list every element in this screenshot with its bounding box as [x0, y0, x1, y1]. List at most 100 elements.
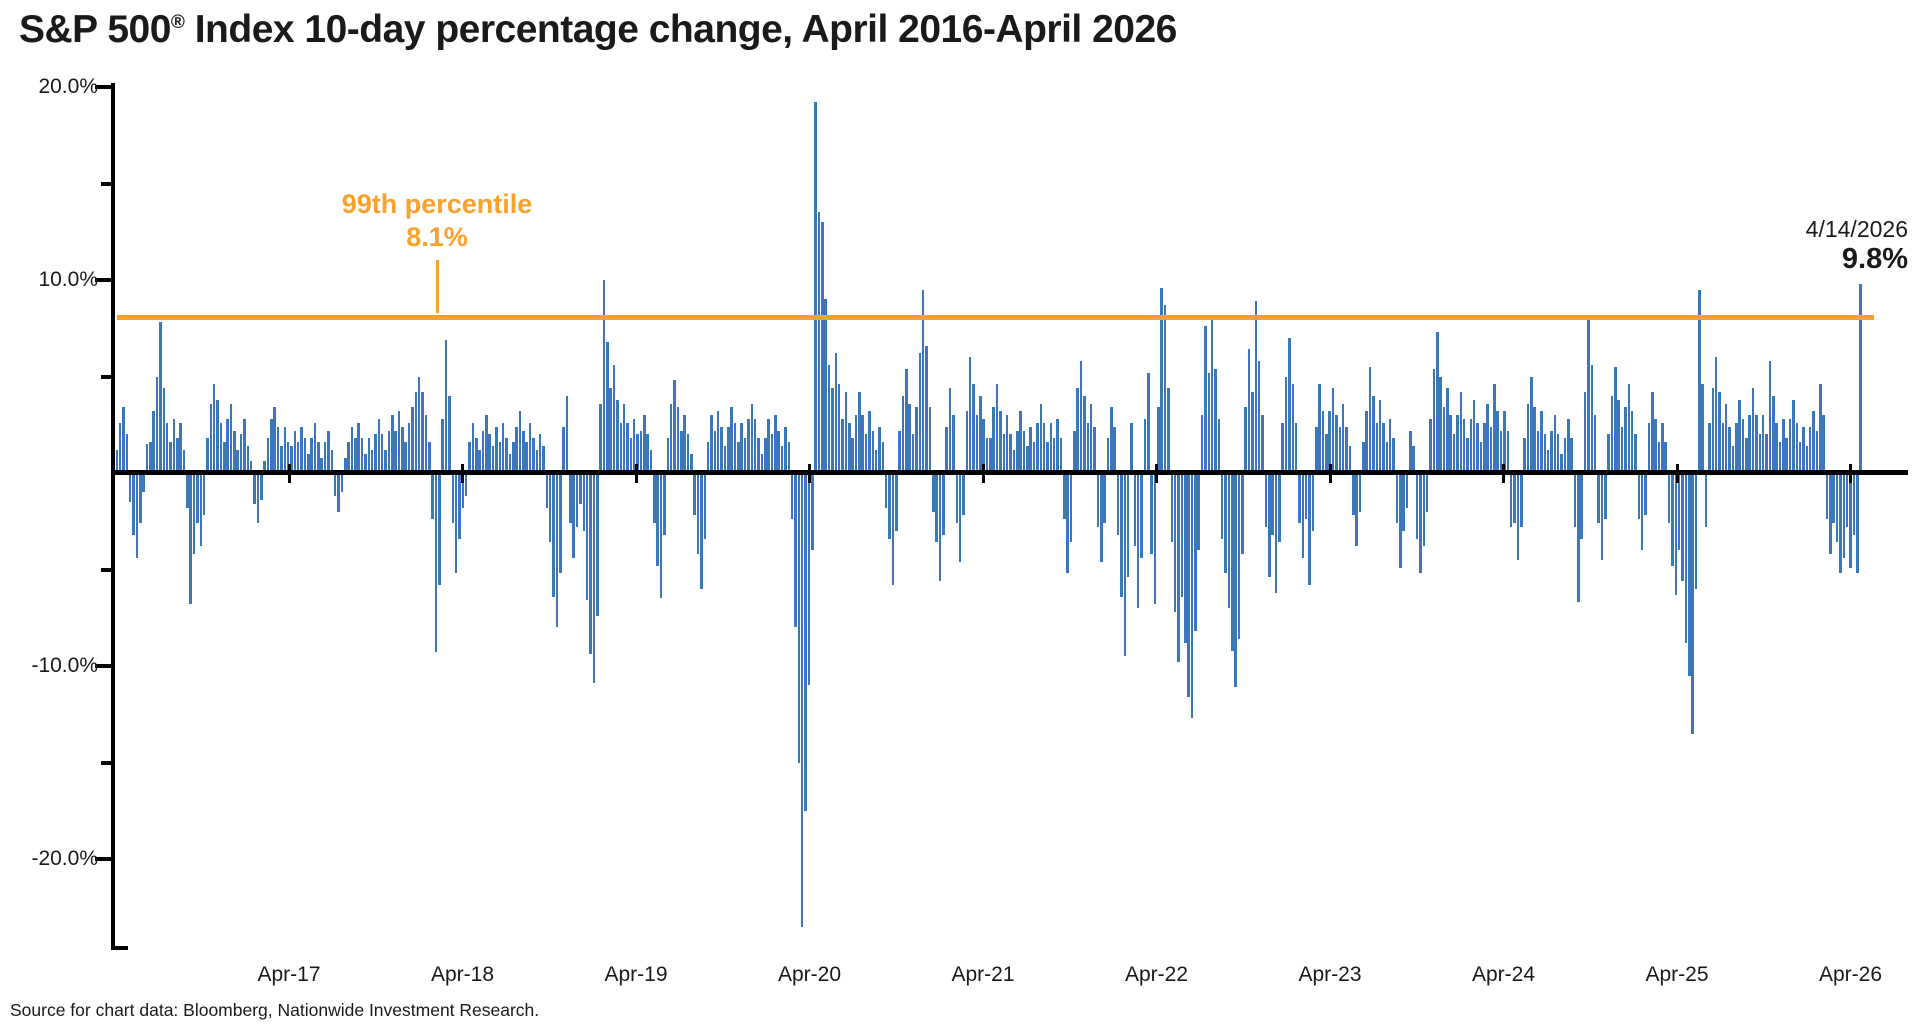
- bar: [1580, 473, 1583, 539]
- bar: [1335, 415, 1338, 473]
- bar: [595, 473, 599, 616]
- x-axis-label: Apr-24: [1471, 963, 1536, 986]
- bar: [1412, 445, 1415, 473]
- bar: [1073, 430, 1076, 473]
- bar: [233, 430, 236, 473]
- bar: [276, 426, 280, 473]
- bar: [733, 422, 737, 473]
- bar: [320, 457, 323, 473]
- bar: [1177, 473, 1180, 663]
- bar: [347, 442, 350, 473]
- bar: [790, 473, 794, 520]
- bar: [179, 422, 182, 473]
- bar: [814, 102, 817, 473]
- bar: [1187, 473, 1190, 697]
- bar: [1278, 473, 1281, 543]
- bar: [1251, 391, 1254, 473]
- y-tick: [95, 857, 111, 861]
- bar: [159, 322, 162, 473]
- bar: [871, 430, 875, 473]
- bar: [1019, 411, 1022, 473]
- bar: [1459, 391, 1463, 473]
- bar: [1126, 473, 1130, 578]
- bar: [780, 445, 784, 473]
- bar: [1194, 473, 1197, 632]
- bar: [1402, 473, 1405, 531]
- bar: [236, 449, 239, 473]
- bar: [1311, 473, 1315, 531]
- bar: [1704, 473, 1708, 528]
- bar: [1677, 473, 1681, 551]
- y-tick: [95, 85, 111, 89]
- bar: [434, 473, 438, 653]
- registered-mark: ®: [170, 12, 185, 33]
- bar: [444, 339, 448, 473]
- bar: [989, 438, 992, 473]
- bar: [700, 473, 703, 589]
- bar: [1046, 442, 1049, 473]
- bar: [1563, 438, 1567, 473]
- bar: [1096, 473, 1100, 528]
- bar: [1745, 438, 1748, 473]
- bar: [1173, 473, 1177, 612]
- bar: [1624, 407, 1627, 473]
- bar: [360, 438, 364, 473]
- bar: [1435, 332, 1439, 473]
- bar: [1671, 473, 1674, 566]
- bar: [787, 442, 791, 473]
- bar: [1808, 426, 1812, 473]
- bar: [975, 415, 979, 473]
- bar: [548, 473, 552, 543]
- bar: [165, 422, 169, 473]
- bar: [327, 430, 330, 473]
- bar: [475, 438, 478, 473]
- x-tick: [808, 464, 811, 483]
- bar: [384, 449, 387, 473]
- bar: [888, 473, 891, 539]
- bar: [1614, 366, 1617, 473]
- bar: [1365, 411, 1368, 473]
- percentile-label: 99th percentile: [341, 189, 533, 219]
- bar: [1170, 473, 1174, 543]
- bar: [679, 430, 683, 473]
- bar: [1664, 442, 1667, 473]
- y-tick: [101, 760, 111, 765]
- bar: [448, 395, 451, 473]
- bar: [824, 299, 827, 473]
- bar: [992, 407, 995, 473]
- bar: [1032, 442, 1036, 473]
- bar: [737, 442, 740, 473]
- bar: [1328, 411, 1331, 473]
- bar: [1056, 418, 1059, 473]
- bar: [716, 411, 720, 473]
- percentile-connector-line: [436, 260, 439, 313]
- bar: [199, 473, 203, 547]
- bar: [1247, 349, 1251, 473]
- bar: [1654, 418, 1657, 473]
- bar: [1106, 438, 1110, 473]
- bar: [1651, 391, 1654, 473]
- bar: [562, 426, 565, 473]
- bar: [1798, 442, 1802, 473]
- y-axis-line: [111, 83, 115, 950]
- bar: [1204, 326, 1207, 473]
- bar: [343, 457, 347, 473]
- bar: [1456, 415, 1459, 473]
- bar: [1607, 434, 1610, 473]
- bar: [1795, 422, 1799, 473]
- bar: [1395, 473, 1399, 524]
- bar: [256, 473, 260, 524]
- y-tick: [95, 664, 111, 668]
- bar: [1509, 473, 1513, 528]
- bar: [1140, 473, 1143, 558]
- bar: [441, 418, 444, 473]
- bar: [1267, 473, 1271, 578]
- bar: [1805, 445, 1809, 473]
- bar: [1089, 403, 1093, 473]
- x-tick: [981, 464, 985, 483]
- bar: [1587, 314, 1590, 473]
- bar: [659, 473, 663, 599]
- bar: [1012, 449, 1016, 473]
- bar: [243, 418, 246, 473]
- bar: [229, 403, 233, 473]
